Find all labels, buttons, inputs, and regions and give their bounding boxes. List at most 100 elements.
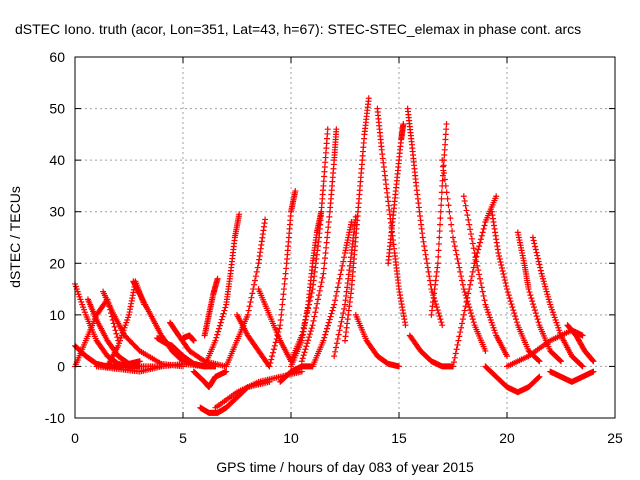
data-point [482,347,489,354]
data-point [530,301,537,308]
data-point [443,126,450,133]
data-point [212,337,219,344]
data-point [478,284,485,291]
data-point [435,253,442,260]
data-point [323,244,330,251]
data-point [320,337,327,344]
data-point [496,255,503,262]
data-point [535,374,542,381]
data-point [532,310,539,317]
data-point [310,317,317,324]
data-point [313,304,320,311]
data-point [537,264,544,271]
data-point [436,234,443,241]
data-point [443,121,450,128]
data-point [268,356,275,363]
x-tick-label: 10 [283,430,299,446]
data-point [281,280,288,287]
data-point [424,260,431,267]
data-point [468,231,474,238]
data-point [262,216,269,223]
data-point [324,322,331,329]
data-point [455,260,462,267]
data-point [444,195,451,202]
data-point [324,229,331,236]
y-tick-label: 0 [57,358,65,374]
data-point [557,357,564,364]
data-point [477,239,483,246]
data-point [535,258,542,265]
data-point [337,323,344,330]
data-point [306,331,313,338]
data-point [305,305,312,312]
data-point [437,221,444,228]
data-point [502,280,509,287]
data-point [271,342,278,349]
data-point [466,286,473,293]
data-point [433,304,440,311]
data-point [341,254,348,261]
data-point [533,313,540,320]
data-point [321,260,328,267]
data-point [340,258,347,265]
data-point [535,357,542,364]
data-point [325,224,332,231]
data-point [448,221,455,228]
data-point [511,310,518,317]
data-point [442,136,449,143]
data-point [437,208,444,215]
data-point [331,353,338,360]
y-tick-label: 60 [49,49,65,65]
data-point [246,303,253,310]
data-point [282,275,289,282]
data-point [365,95,372,102]
data-point [475,267,482,274]
data-point [298,368,305,375]
data-point [450,238,457,245]
y-tick-label: 20 [49,255,65,271]
data-point [419,234,426,241]
data-point [441,151,448,158]
data-point [463,298,470,305]
plot-frame [74,56,616,419]
data-point [447,215,454,222]
x-tick-label: 25 [607,430,623,446]
data-point [273,335,280,342]
series-23 [288,126,331,365]
data-point [327,313,334,320]
data-point [534,316,541,323]
data-point [312,309,319,316]
data-point [269,353,276,360]
data-point [590,358,597,365]
data-point [437,215,444,222]
data-point [424,264,431,271]
data-point [308,325,315,332]
data-point [510,307,517,314]
data-point [341,305,348,312]
data-point [449,228,456,235]
data-point [442,141,449,148]
y-tick-label: 40 [49,152,65,168]
data-point [250,286,257,293]
data-point [461,289,468,296]
series-42 [564,322,597,365]
data-point [450,359,457,366]
data-point [340,310,347,317]
data-point [328,310,335,317]
data-point [283,265,290,272]
data-point [278,311,285,318]
data-point [467,307,474,314]
data-point [452,350,459,357]
data-point [469,268,476,275]
series-37 [488,208,543,365]
data-point [458,273,465,280]
data-point [338,318,345,325]
data-point [459,316,466,323]
data-point [469,240,476,247]
data-point [456,333,463,340]
data-point [267,359,274,366]
data-point [315,296,321,303]
data-point [421,247,428,254]
series-43 [504,327,586,370]
data-point [280,286,287,293]
